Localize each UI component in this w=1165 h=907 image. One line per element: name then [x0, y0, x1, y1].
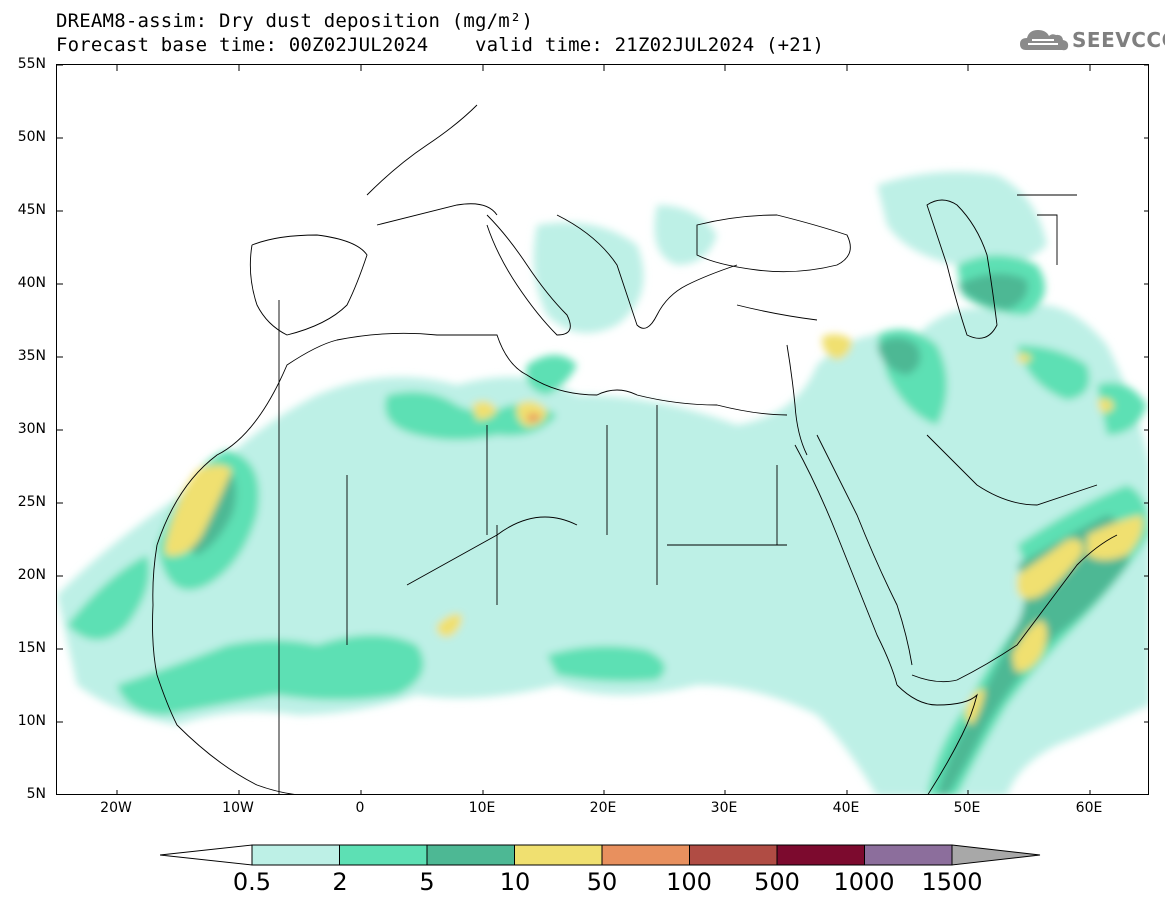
- axis-ticks: [57, 65, 1148, 794]
- deposition-level-4-areas: [165, 334, 1143, 725]
- lat-label-25n: 25N: [17, 494, 46, 510]
- map-canvas: [57, 65, 1148, 794]
- colorbar: [160, 844, 1041, 866]
- colorbar-over-arrow: [951, 844, 1041, 866]
- lat-label-10n: 10N: [17, 713, 46, 729]
- lat-label-45n: 45N: [17, 202, 46, 218]
- lat-label-55n: 55N: [17, 56, 46, 72]
- colorbar-label-0.5: 0.5: [232, 868, 272, 896]
- lon-label-60e: 60E: [1075, 800, 1103, 816]
- colorbar-cell: [776, 844, 865, 866]
- dust-deposition-map: [56, 64, 1149, 795]
- lon-label-20w: 20W: [100, 800, 132, 816]
- colorbar-label-50: 50: [586, 868, 618, 896]
- colorbar-cell: [864, 844, 953, 866]
- lat-label-5n: 5N: [26, 786, 46, 802]
- lat-label-15n: 15N: [17, 640, 46, 656]
- deposition-field: [57, 171, 1148, 794]
- lat-label-20n: 20N: [17, 567, 46, 583]
- lat-label-35n: 35N: [17, 348, 46, 364]
- logo-text: SEEVCCC: [1072, 28, 1165, 52]
- colorbar-cell: [426, 844, 515, 866]
- lon-label-10w: 10W: [222, 800, 254, 816]
- lon-label-20e: 20E: [589, 800, 617, 816]
- cloud-logo-icon: [1020, 30, 1069, 51]
- colorbar-label-500: 500: [754, 868, 800, 896]
- lat-label-50n: 50N: [17, 129, 46, 145]
- lon-label-0: 0: [355, 800, 365, 816]
- map-title: DREAM8-assim: Dry dust deposition (mg/m²…: [56, 10, 534, 32]
- lon-label-30e: 30E: [710, 800, 738, 816]
- lat-label-40n: 40N: [17, 275, 46, 291]
- lon-label-50e: 50E: [953, 800, 981, 816]
- forecast-time-subtitle: Forecast base time: 00Z02JUL2024 valid t…: [56, 34, 825, 56]
- coastlines-and-borders: [152, 104, 1118, 794]
- colorbar-label-100: 100: [666, 868, 712, 896]
- colorbar-cell: [339, 844, 428, 866]
- colorbar-label-1500: 1500: [921, 868, 983, 896]
- colorbar-cell: [689, 844, 778, 866]
- lat-label-30n: 30N: [17, 421, 46, 437]
- colorbar-under-arrow: [160, 844, 253, 866]
- seevccc-logo: SEEVCCC: [1018, 26, 1165, 56]
- colorbar-label-1000: 1000: [833, 868, 895, 896]
- colorbar-cell: [514, 844, 603, 866]
- lon-label-40e: 40E: [832, 800, 860, 816]
- colorbar-cell: [601, 844, 690, 866]
- deposition-level-5-areas: [527, 413, 541, 422]
- colorbar-label-2: 2: [332, 868, 348, 896]
- colorbar-label-5: 5: [419, 868, 435, 896]
- colorbar-label-10: 10: [499, 868, 531, 896]
- lon-label-10e: 10E: [468, 800, 496, 816]
- colorbar-cell: [251, 844, 340, 866]
